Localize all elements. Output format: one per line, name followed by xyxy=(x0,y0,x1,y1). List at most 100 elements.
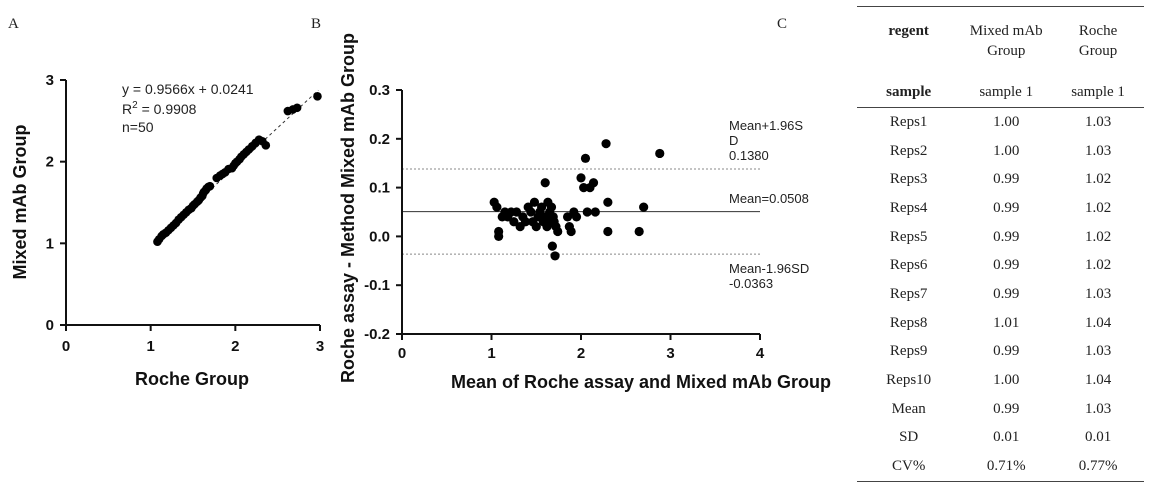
b-data-point xyxy=(529,197,540,207)
column-header-mixed: Mixed mAb Group xyxy=(960,6,1053,79)
table-cell: 0.99 xyxy=(993,257,1020,274)
table-cell: 0.01 xyxy=(1084,429,1112,446)
table-cell: 1.01 xyxy=(993,314,1020,331)
table-cell: 0.99 xyxy=(993,199,1020,216)
precision-table: regent Mixed mAb Group Roche Group sample … xyxy=(857,6,1144,482)
a-r-squared-sup: 2 xyxy=(132,100,138,111)
a-y-tick-label: 2 xyxy=(46,154,54,171)
table-cell: 1.00 xyxy=(993,113,1020,130)
b-data-point xyxy=(603,226,613,237)
table-row: CV% 0.71% 0.77% xyxy=(857,452,1144,482)
table-row: Reps10 1.00 1.04 xyxy=(857,366,1144,395)
b-data-point xyxy=(547,241,557,251)
table-cell: 1.02 xyxy=(1084,199,1112,216)
panel-letter-b: B xyxy=(311,16,322,32)
b-x-axis-title: Mean of Roche assay and Mixed mAb Group xyxy=(451,372,831,392)
b-data-point xyxy=(537,202,547,212)
b-data-point xyxy=(494,231,504,241)
b-y-tick-label: 0.1 xyxy=(369,180,390,197)
table-cell: 1.00 xyxy=(993,372,1020,389)
row-label-cell: Reps4 xyxy=(889,199,928,216)
table-cell: 1.02 xyxy=(1084,257,1112,274)
b-upper-loa-label-line2: D xyxy=(729,133,738,148)
b-y-tick-label: -0.2 xyxy=(364,326,390,343)
b-data-point xyxy=(553,226,563,237)
b-x-tick-label: 2 xyxy=(577,345,585,362)
table-row: Reps2 1.00 1.03 xyxy=(857,137,1144,166)
b-data-point xyxy=(580,153,591,163)
table-row: Reps8 1.01 1.04 xyxy=(857,309,1144,338)
table-cell: 1.03 xyxy=(1084,285,1112,302)
column-header-regent-text: regent xyxy=(888,23,929,39)
table-cell: 1.00 xyxy=(993,142,1020,159)
table-row: Mean 0.99 1.03 xyxy=(857,395,1144,424)
a-y-tick-label: 0 xyxy=(46,317,54,334)
b-data-point xyxy=(588,178,599,188)
column-header-regent: regent xyxy=(857,6,961,79)
table-cell: 1.02 xyxy=(1084,228,1112,245)
b-lower-loa-label-line1: Mean-1.96SD xyxy=(729,261,809,276)
table-cell: 0.99 xyxy=(993,400,1020,417)
b-data-point xyxy=(582,207,592,217)
b-data-point xyxy=(531,222,541,232)
a-y-tick-label: 3 xyxy=(46,72,54,89)
a-sample-size: n=50 xyxy=(122,119,154,135)
table-cell: 0.99 xyxy=(993,285,1020,302)
b-y-tick-label: 0.3 xyxy=(369,82,390,99)
b-data-point xyxy=(571,212,582,222)
a-x-tick-label: 3 xyxy=(316,338,324,355)
a-x-tick-label: 1 xyxy=(146,338,154,355)
subheader-roche-sample: sample 1 xyxy=(1052,79,1144,108)
b-x-tick-label: 3 xyxy=(666,345,674,362)
a-data-point xyxy=(313,92,322,101)
b-data-point xyxy=(603,197,613,207)
table-cell: 0.99 xyxy=(993,228,1020,245)
b-y-tick-label: -0.1 xyxy=(364,277,390,294)
row-label-cell: Reps3 xyxy=(889,171,928,188)
table-row: SD 0.01 0.01 xyxy=(857,424,1144,453)
b-data-point xyxy=(520,217,531,227)
a-x-axis-title: Roche Group xyxy=(135,369,249,389)
row-label-cell: Mean xyxy=(891,400,926,417)
a-x-tick-label: 0 xyxy=(62,338,70,355)
table-cell: 0.99 xyxy=(993,171,1020,188)
row-label-cell: Reps2 xyxy=(889,142,928,159)
a-y-axis-title: Mixed mAb Group xyxy=(10,124,30,279)
row-label-cell: Reps10 xyxy=(886,372,932,389)
b-mean-label: Mean=0.0508 xyxy=(729,191,809,206)
chart-b-bland-altman: 0 1 2 3 4 0.3 0.2 0.1 0.0 -0.1 -0.2 Mean+1.96S D 0… xyxy=(338,33,831,392)
table-cell: 1.03 xyxy=(1084,113,1112,130)
b-y-axis-title: Roche assay - Method Mixed mAb Group xyxy=(338,33,358,383)
b-data-point xyxy=(576,173,586,183)
a-data-point xyxy=(292,103,302,113)
b-y-tick-label: 0.0 xyxy=(369,228,390,245)
row-label-cell: Reps9 xyxy=(889,343,928,360)
b-data-point xyxy=(601,139,611,149)
panel-letter-c: C xyxy=(777,16,788,32)
b-upper-loa-label-line1: Mean+1.96S xyxy=(729,118,803,133)
a-r-squared: R2 = 0.9908 xyxy=(122,100,197,117)
table-row: Reps6 0.99 1.02 xyxy=(857,251,1144,280)
row-label-cell: Reps8 xyxy=(889,314,928,331)
b-data-point xyxy=(634,226,644,237)
table-row: Reps4 0.99 1.02 xyxy=(857,194,1144,223)
column-header-roche-line1: Roche xyxy=(1078,23,1118,39)
row-label-cell: CV% xyxy=(857,452,961,482)
row-label-cell: SD xyxy=(899,429,919,446)
a-data-point xyxy=(261,141,271,150)
b-data-point xyxy=(639,202,649,212)
b-data-point xyxy=(566,226,576,237)
b-data-point xyxy=(562,212,573,222)
panel-letter-a: A xyxy=(8,16,19,32)
b-lower-loa-value: -0.0363 xyxy=(729,276,773,291)
table-cell: 0.99 xyxy=(993,343,1020,360)
table-cell: 0.71% xyxy=(960,452,1053,482)
table-cell: 0.77% xyxy=(1052,452,1144,482)
b-data-point xyxy=(511,207,522,217)
table-row: Reps9 0.99 1.03 xyxy=(857,338,1144,367)
b-data-point xyxy=(526,207,536,217)
b-data-point xyxy=(590,207,600,217)
row-label-cell: Reps6 xyxy=(889,257,928,274)
table-row: Reps7 0.99 1.03 xyxy=(857,280,1144,309)
subheader-mixed-sample: sample 1 xyxy=(960,79,1053,108)
